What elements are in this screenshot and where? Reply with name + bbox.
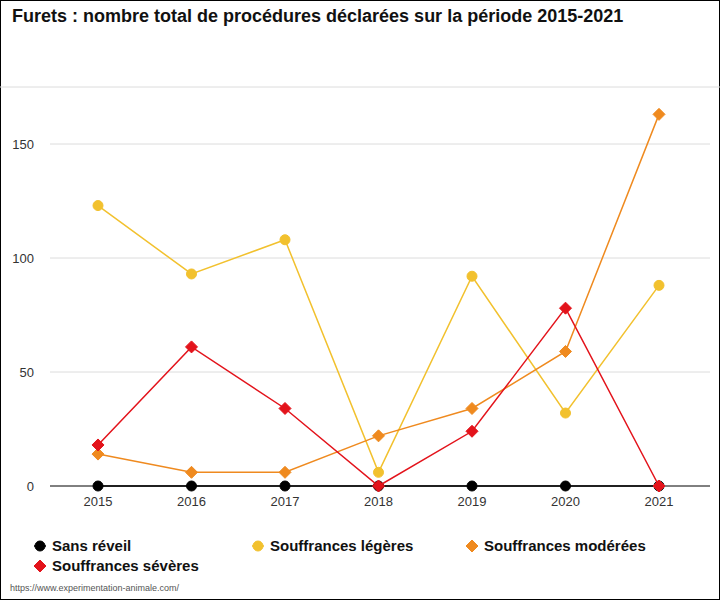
chart: Furets : nombre total de procédures décl…	[0, 0, 720, 600]
legend-item: Sans réveil	[34, 537, 131, 554]
y-tick-label: 100	[12, 251, 34, 266]
series	[92, 302, 665, 492]
legend-marker	[34, 560, 46, 572]
y-tick-label: 150	[12, 137, 34, 152]
point	[373, 430, 385, 442]
x-tick-label: 2017	[271, 494, 300, 509]
point	[279, 466, 291, 478]
series-line	[98, 308, 659, 486]
legend-label: Souffrances légères	[270, 537, 413, 554]
y-tick-label: 0	[27, 479, 34, 494]
point	[466, 425, 478, 437]
x-tick-label: 2016	[177, 494, 206, 509]
legend-marker	[35, 541, 45, 551]
series	[93, 201, 664, 478]
legend-label: Souffrances sévères	[52, 557, 199, 574]
point	[466, 402, 478, 414]
point	[560, 345, 572, 357]
x-tick-label: 2021	[645, 494, 674, 509]
point	[654, 280, 664, 290]
legend-item: Souffrances sévères	[34, 557, 199, 574]
point	[561, 408, 571, 418]
point	[467, 271, 477, 281]
source: https://www.experimentation-animale.com/	[10, 583, 180, 593]
title: Furets : nombre total de procédures décl…	[12, 6, 623, 26]
point	[92, 439, 104, 451]
x-tick-label: 2018	[364, 494, 393, 509]
point	[187, 481, 197, 491]
point	[560, 302, 572, 314]
series-line	[98, 114, 659, 472]
point	[467, 481, 477, 491]
y-tick-label: 50	[20, 365, 34, 380]
frame	[0, 0, 720, 600]
series	[92, 108, 665, 478]
point	[187, 269, 197, 279]
grid-line	[50, 258, 710, 259]
legend-marker	[253, 541, 263, 551]
point	[186, 341, 198, 353]
grid-line	[50, 372, 710, 373]
x-tick-label: 2019	[458, 494, 487, 509]
series	[93, 481, 664, 491]
point	[280, 235, 290, 245]
grid-line	[50, 144, 710, 145]
point	[280, 481, 290, 491]
point	[279, 402, 291, 414]
legend-item: Souffrances modérées	[466, 537, 646, 554]
point	[186, 466, 198, 478]
series-line	[98, 206, 659, 473]
point	[653, 108, 665, 120]
point	[373, 480, 385, 492]
point	[93, 481, 103, 491]
point	[654, 481, 664, 491]
x-tick-label: 2015	[84, 494, 113, 509]
point	[653, 480, 665, 492]
point	[93, 201, 103, 211]
legend-item: Souffrances légères	[252, 537, 413, 554]
range-top	[0, 87, 720, 88]
legend-label: Sans réveil	[52, 537, 131, 554]
legend-marker	[466, 540, 478, 552]
legend-label: Souffrances modérées	[484, 537, 646, 554]
point	[561, 481, 571, 491]
point	[374, 467, 384, 477]
plot-area	[92, 108, 665, 492]
x-tick-label: 2020	[551, 494, 580, 509]
